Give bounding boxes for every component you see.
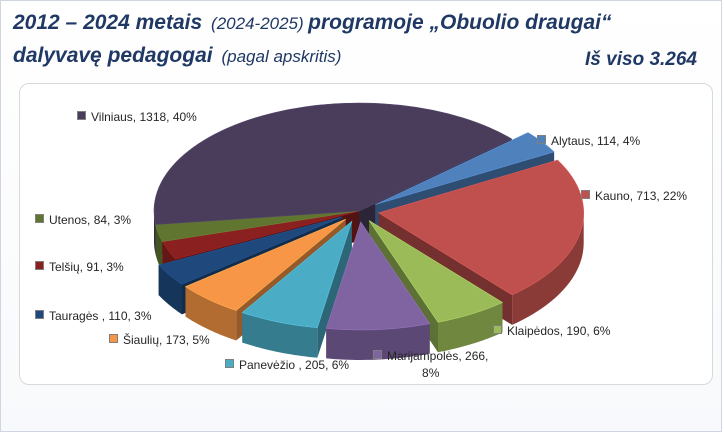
label-siauliu: Šiaulių, 173, 5% [109, 332, 210, 349]
label-panevezio-text: Panevėžio , 205, 6% [239, 358, 350, 372]
legend-key-taurages [35, 310, 44, 319]
label-klaipedos-text: Klaipėdos, 190, 6% [507, 324, 611, 338]
total-label: Iš viso 3.264 [585, 49, 697, 70]
label-kauno: Kauno, 713, 22% [581, 188, 687, 205]
label-utenos-text: Utenos, 84, 3% [49, 213, 132, 227]
title-teachers: dalyvavę pedagogai [13, 44, 213, 67]
label-vilniaus-text: Vilniaus, 1318, 40% [91, 110, 197, 124]
legend-key-utenos [35, 214, 44, 223]
slice-side-taurages [158, 265, 182, 315]
slice-side-utenos [155, 224, 163, 272]
slice-side-vilniaus [154, 211, 156, 255]
label-telsiu-text: Telšių, 91, 3% [49, 260, 124, 274]
slice-side-kauno [512, 212, 584, 325]
slice-siauliu [184, 218, 346, 311]
slice-marijampoles [325, 221, 431, 331]
label-siauliu-text: Šiaulių, 173, 5% [123, 333, 210, 347]
slice-vilniaus [153, 102, 513, 225]
label-telsiu: Telšių, 91, 3% [35, 259, 124, 276]
label-kauno-text: Kauno, 713, 22% [595, 189, 688, 203]
label-vilniaus: Vilniaus, 1318, 40% [77, 109, 197, 126]
slice-taurages [158, 216, 343, 285]
label-klaipedos: Klaipėdos, 190, 6% [493, 323, 610, 340]
slice-side-siauliu [185, 286, 237, 341]
label-taurages-text: Tauragės , 110, 3% [49, 309, 152, 323]
label-taurages: Tauragės , 110, 3% [35, 308, 152, 325]
label-marijampoles-text: Marijampolės, 266, [387, 349, 489, 363]
title-by-county: (pagal apskritis) [221, 47, 342, 66]
slice-side-marijampoles [326, 323, 430, 360]
label-utenos: Utenos, 84, 3% [35, 212, 131, 229]
title-period: (2024-2025) [211, 14, 304, 33]
slice-panevezio [241, 220, 353, 329]
slice-side-panevezio [242, 312, 318, 358]
slice-klaipedos [368, 220, 504, 323]
legend-key-alytaus [537, 135, 546, 144]
slice-side-klaipedos [437, 302, 503, 353]
label-marijampoles: Marijampolės, 266, 8% [373, 348, 488, 382]
legend-key-siauliu [109, 334, 118, 343]
slice-kauno [377, 159, 584, 296]
title-years: 2012 – 2024 metais [13, 11, 203, 34]
legend-key-telsiu [35, 261, 44, 270]
legend-key-marijampoles [373, 350, 382, 359]
title-program: programoje „Obuolio draugai“ [308, 11, 612, 34]
chart-title: 2012 – 2024 metais (2024-2025) programoj… [13, 7, 713, 73]
legend-key-vilniaus [77, 111, 86, 120]
label-alytaus: Alytaus, 114, 4% [537, 133, 640, 150]
legend-key-kauno [581, 190, 590, 199]
label-panevezio: Panevėžio , 205, 6% [225, 357, 349, 374]
label-marijampoles-pct: 8% [422, 366, 440, 380]
legend-key-klaipedos [493, 325, 502, 334]
label-alytaus-text: Alytaus, 114, 4% [551, 134, 641, 148]
legend-key-panevezio [225, 359, 234, 368]
